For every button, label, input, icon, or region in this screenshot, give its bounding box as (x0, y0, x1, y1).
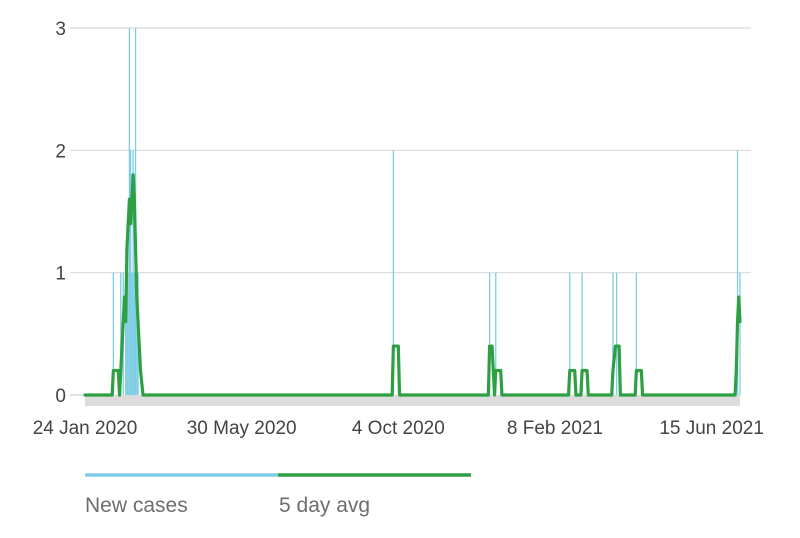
legend-label-five-day-avg: 5 day avg (279, 494, 370, 517)
x-tick-label: 8 Feb 2021 (507, 418, 603, 439)
y-tick-label: 2 (55, 141, 66, 162)
new-cases-bars (112, 28, 741, 395)
y-axis-ticks: 0 1 2 3 (55, 19, 66, 407)
legend-label-new-cases: New cases (85, 494, 188, 517)
five-day-avg-line-group (83, 173, 742, 397)
y-tick-label: 0 (55, 386, 66, 407)
x-tick-label: 30 May 2020 (187, 418, 297, 439)
legend: New cases 5 day avg (85, 473, 471, 517)
grid (70, 27, 751, 274)
x-axis-ticks: 24 Jan 2020 30 May 2020 4 Oct 2020 8 Feb 20… (33, 418, 764, 439)
five-day-avg-line (83, 173, 742, 397)
x-tick-label: 4 Oct 2020 (352, 418, 445, 439)
y-tick-label: 3 (55, 19, 66, 40)
x-axis-band-rect (85, 395, 740, 406)
x-axis-band (70, 394, 740, 406)
y-tick-label: 1 (55, 264, 66, 285)
x-tick-label: 15 Jun 2021 (659, 418, 764, 439)
x-tick-label: 24 Jan 2020 (33, 418, 138, 439)
